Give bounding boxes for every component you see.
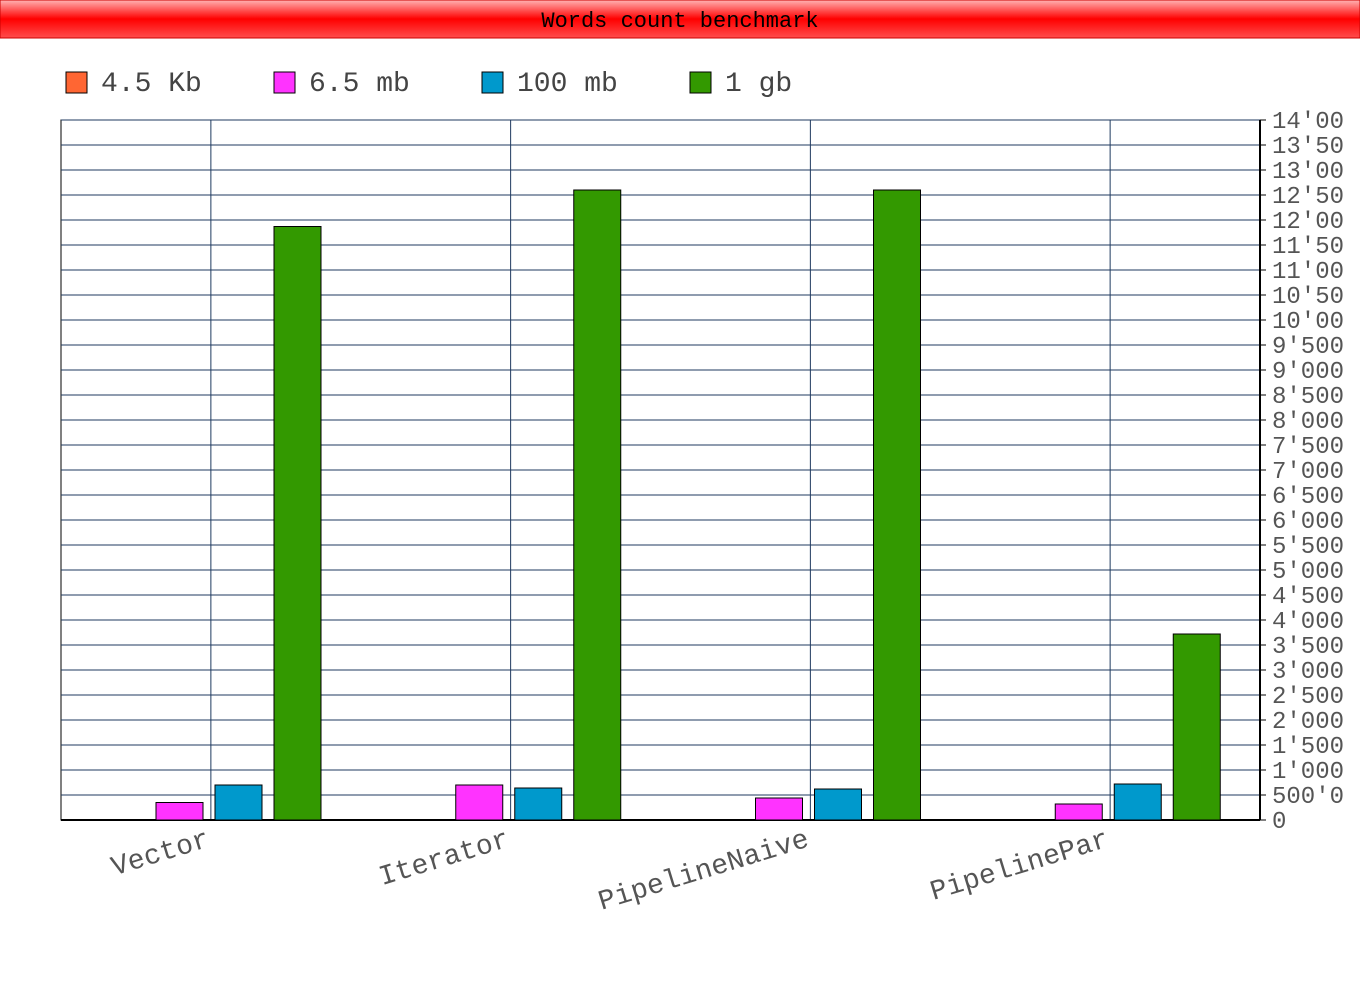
- x-tick-label: Iterator: [376, 825, 514, 894]
- y-tick-label: 8'500: [1272, 384, 1344, 411]
- bar-6.5-mb-pipelinenaive: [755, 797, 803, 821]
- bar-100-mb-iterator: [514, 787, 563, 821]
- y-tick-label: 7'000: [1272, 459, 1344, 486]
- bar-1-gb-vector: [273, 226, 322, 821]
- y-tick-label: 1'000: [1272, 759, 1344, 786]
- y-tick-label: 3'000: [1272, 659, 1344, 686]
- y-tick-label: 12'50: [1272, 184, 1344, 211]
- y-tick-label: 4'500: [1272, 584, 1344, 611]
- bar-6.5-mb-iterator: [455, 784, 504, 821]
- y-tick-label: 3'500: [1272, 634, 1344, 661]
- y-tick-label: 13'00: [1272, 159, 1344, 186]
- y-tick-label: 9'500: [1272, 334, 1344, 361]
- y-tick-label: 500'0: [1272, 784, 1344, 811]
- y-tick-label: 10'00: [1272, 309, 1344, 336]
- legend-swatch: [689, 71, 712, 94]
- bar-1-gb-pipelinepar: [1172, 633, 1221, 821]
- y-tick-label: 12'00: [1272, 209, 1344, 236]
- y-axis: 0500'01'0001'5002'0002'5003'0003'5004'00…: [1272, 109, 1344, 836]
- bar-100-mb-vector: [214, 784, 263, 821]
- y-tick-label: 11'00: [1272, 259, 1344, 286]
- y-tick-label: 6'500: [1272, 484, 1344, 511]
- bar-1-gb-iterator: [573, 189, 622, 821]
- bar-6.5-mb-vector: [155, 802, 204, 821]
- y-tick-label: 6'000: [1272, 509, 1344, 536]
- y-tick-label: 14'00: [1272, 109, 1344, 136]
- y-tick-label: 11'50: [1272, 234, 1344, 261]
- y-tick-label: 10'50: [1272, 284, 1344, 311]
- legend-label: 6.5 mb: [309, 69, 410, 100]
- x-tick-label: PipelinePar: [927, 825, 1113, 909]
- x-tick-label: PipelineNaive: [595, 825, 813, 919]
- chart-title: Words count benchmark: [541, 9, 818, 34]
- y-tick-label: 4'000: [1272, 609, 1344, 636]
- bar-6.5-mb-pipelinepar: [1054, 803, 1103, 821]
- legend-label: 1 gb: [725, 69, 792, 100]
- y-tick-label: 5'500: [1272, 534, 1344, 561]
- legend-label: 4.5 Kb: [101, 69, 202, 100]
- legend-swatch: [273, 71, 296, 94]
- y-tick-label: 5'000: [1272, 559, 1344, 586]
- y-tick-label: 8'000: [1272, 409, 1344, 436]
- bar-100-mb-pipelinepar: [1113, 783, 1162, 821]
- legend-swatch: [481, 71, 504, 94]
- y-tick-label: 7'500: [1272, 434, 1344, 461]
- legend-label: 100 mb: [517, 69, 618, 100]
- legend: 4.5 Kb 6.5 mb 100 mb 1 gb: [65, 69, 792, 100]
- y-tick-label: 1'500: [1272, 734, 1344, 761]
- bar-100-mb-pipelinenaive: [814, 788, 862, 821]
- title-bar: [0, 0, 1360, 39]
- y-tick-label: 9'000: [1272, 359, 1344, 386]
- bars: [155, 189, 1221, 821]
- x-axis: Vector Iterator PipelineNaive PipelinePar: [108, 825, 1113, 919]
- x-tick-label: Vector: [108, 825, 213, 884]
- bar-1-gb-pipelinenaive: [873, 189, 921, 821]
- grid: [60, 119, 1266, 821]
- y-tick-label: 2'500: [1272, 684, 1344, 711]
- y-tick-label: 0: [1272, 809, 1286, 836]
- legend-swatch: [65, 71, 88, 94]
- y-tick-label: 2'000: [1272, 709, 1344, 736]
- y-tick-label: 13'50: [1272, 134, 1344, 161]
